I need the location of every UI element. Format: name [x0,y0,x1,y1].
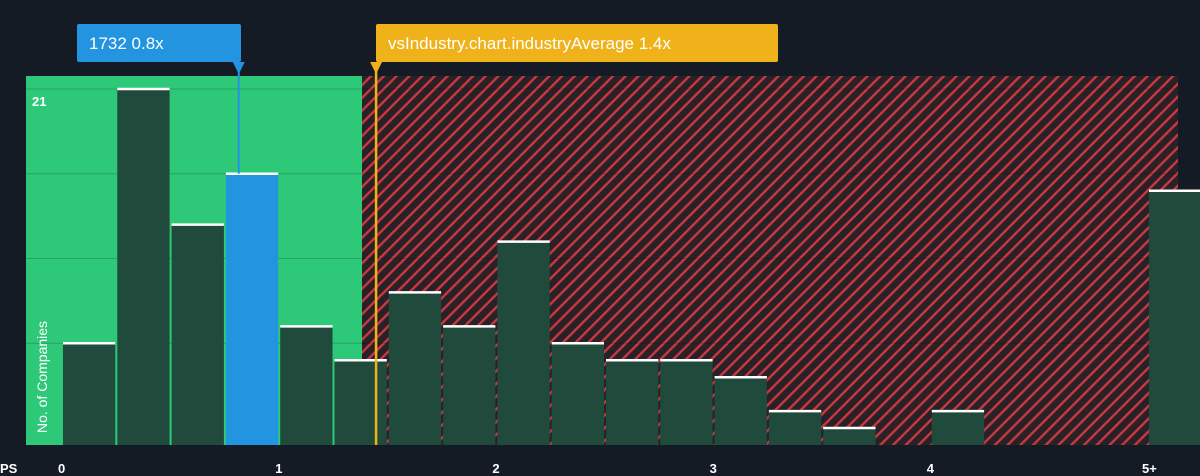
x-tick-label: 1 [275,461,282,476]
y-axis-title: No. of Companies [34,321,50,433]
x-tick-label: 4 [927,461,935,476]
bar [497,241,550,445]
bar [63,343,116,445]
x-tick-label: 3 [710,461,717,476]
y-axis-max-label: 21 [32,94,46,109]
bar [660,360,713,445]
bar [714,377,767,445]
bar [931,411,985,445]
bar [823,428,876,445]
company-callout-label: 1732 0.8x [89,34,164,53]
bar [768,411,822,445]
x-tick-label: 0 [58,461,65,476]
bar [443,326,496,445]
bar [334,360,387,445]
company-callout [77,24,241,62]
bar [1149,190,1200,445]
highlighted-bar [225,173,279,445]
histogram-bars [63,87,1200,445]
company-callout-pointer [232,62,245,74]
bar [117,89,170,445]
bar [171,224,224,445]
x-axis-title: PS [0,461,18,476]
bar [280,326,333,445]
x-tick-label: 2 [492,461,499,476]
x-tick-label: 5+ [1142,461,1157,476]
bar [606,360,659,445]
x-axis-ticks: 0 1 2 3 4 5+ [58,461,1157,476]
industry-average-callout [376,24,778,62]
bar [551,343,604,445]
bar [388,292,442,445]
industry-callout-pointer [370,62,383,74]
industry-average-label: vsIndustry.chart.industryAverage 1.4x [388,34,671,53]
